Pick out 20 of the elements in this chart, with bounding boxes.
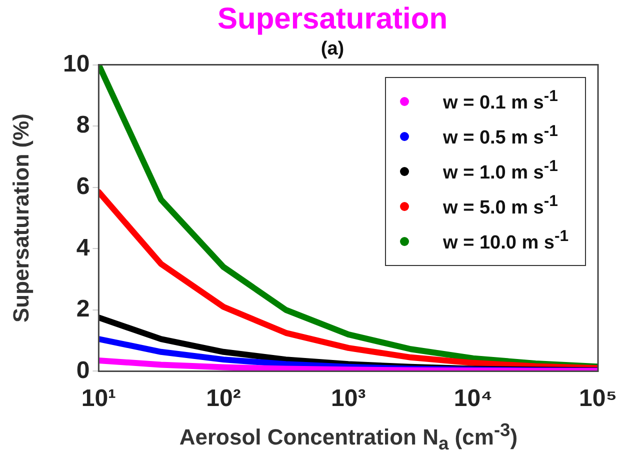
y-tick-label: 6 — [76, 172, 90, 200]
legend-label: w = 10.0 m s$^{-1}$ — [443, 228, 569, 254]
chart-subtitle: (a) — [320, 38, 344, 60]
y-tick-label: 0 — [76, 356, 90, 384]
legend-label: w = 0.5 m s$^{-1}$ — [443, 123, 558, 150]
x-tick-label: 10¹ — [81, 385, 116, 412]
y-tick-label: 4 — [76, 234, 90, 262]
x-tick-label: 10⁴ — [454, 385, 492, 412]
y-axis-title: Supersaturation (%) — [8, 113, 34, 323]
x-tick-label: 10⁵ — [579, 385, 617, 412]
x-axis-title: Aerosol Concentration N$_{a}$ (cm$^{-3}$) — [179, 419, 518, 455]
legend-label: w = 5.0 m s$^{-1}$ — [443, 193, 558, 220]
y-tick-label: 8 — [76, 112, 90, 139]
y-tick-label: 10 — [62, 50, 90, 78]
legend-label: w = 0.1 m s$^{-1}$ — [443, 88, 558, 114]
y-tick-label: 2 — [76, 296, 90, 323]
x-tick-label: 10² — [206, 385, 241, 412]
legend-label: w = 1.0 m s$^{-1}$ — [443, 158, 558, 184]
x-tick-label: 10³ — [331, 385, 366, 412]
chart-title: Supersaturation — [217, 2, 448, 36]
